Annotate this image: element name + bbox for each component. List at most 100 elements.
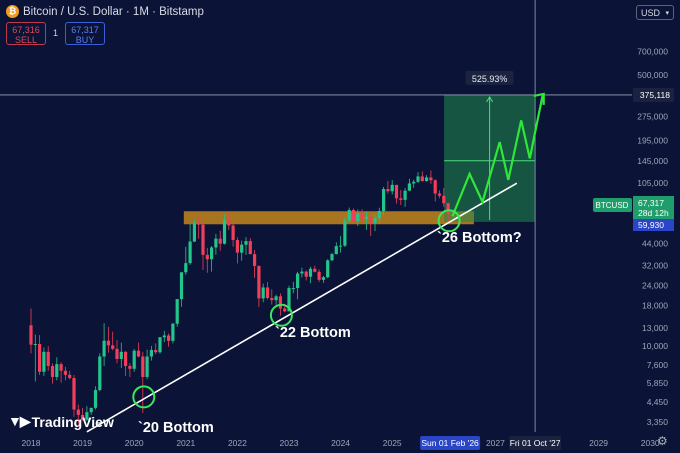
projection-box-arrowhead [486,95,494,103]
x-tick-label: 2029 [589,438,608,448]
candle-body [317,271,321,280]
candle-body [119,351,123,359]
projection-path [451,94,544,217]
candle-body [218,238,222,244]
currency-select[interactable]: USD ▾ [636,5,674,20]
crosshair-date2: Fri 01 Oct '27 [510,438,561,448]
y-tick-label: 32,000 [642,260,668,270]
projection-label-bg [465,70,514,85]
candle-body [351,209,356,222]
candle-body [403,190,407,200]
candle-body [399,198,403,200]
tradingview-logo-icon: ▼▶ [8,413,31,429]
candle-body [179,272,184,300]
symbol-title[interactable]: Bitcoin / U.S. Dollar · 1M · Bitstamp [23,5,204,18]
gear-icon[interactable]: ⚙ [657,434,668,448]
candle-body [231,225,235,241]
candle-body [136,350,141,357]
sell-label: SELL [14,35,38,45]
x-tick-label: 2020 [125,438,144,448]
bottom-marker-circle [269,303,293,327]
y-tick-label: 13,000 [642,323,668,333]
symbol-tag: BTCUSD [596,201,629,210]
bitcoin-icon: ₿ [6,5,19,18]
candle-body [210,247,214,260]
crosshair-date2-bg [509,436,562,450]
candle-body [339,245,343,247]
candle-body [300,271,304,274]
candle-body [330,254,334,261]
candle-body [296,273,300,289]
candle-body [390,184,394,192]
buy-button[interactable]: 67,317 BUY [65,22,105,45]
candle-body [420,176,424,182]
y-tick-label: 145,000 [637,156,668,166]
candle-body [81,414,85,420]
y-tick-label: 195,000 [637,135,668,145]
y-tick-label: 5,850 [647,378,669,388]
candle-body [360,213,364,219]
order-quantity[interactable]: 1 [53,28,59,38]
candle-body [63,370,67,375]
low-price: 59,930 [638,220,664,230]
candle-body [175,299,179,324]
candle-body [429,177,433,181]
candle-body [343,220,347,246]
buy-price: 67,317 [71,25,99,35]
candle-body [188,241,192,264]
candle-body [115,348,119,359]
candle-body [347,209,351,221]
sell-price: 67,316 [12,25,40,35]
candle-body [42,351,46,372]
y-tick-label: 3,350 [647,417,669,427]
chevron-down-icon: ▾ [665,10,669,17]
candle-body [235,240,239,253]
support-zone [183,211,474,225]
low-price-bg [633,219,674,231]
candle-body [50,365,55,377]
candle-body [38,344,42,372]
candle-body [184,263,188,273]
candle-body [227,220,231,226]
buy-label: BUY [75,35,95,45]
projection-label: 525.93% [472,74,508,84]
candle-body [29,325,33,345]
candle-body [154,349,158,353]
candle-body [283,308,287,312]
bottom-marker-circle [437,209,461,233]
candle-body [377,211,381,219]
y-tick-label: 44,000 [642,238,668,248]
candle-body [33,344,37,346]
y-tick-label: 700,000 [637,47,668,57]
candle-body [128,365,132,369]
x-tick-label: 2027 [486,438,505,448]
tradingview-logo[interactable]: ▼▶ TradingView [8,413,114,430]
candle-body [287,288,291,312]
candle-body [167,335,171,341]
bottom-marker-circle [132,385,156,409]
candle-body [141,356,145,377]
candle-body [158,337,162,353]
candle-body [106,340,110,346]
candle-body [68,374,72,379]
candle-body [214,238,218,248]
candle-body [171,323,175,341]
candle-body [59,364,63,371]
sell-button[interactable]: 67,316 SELL [6,22,46,45]
candle-body [442,195,446,204]
candle-body [46,351,50,366]
candle-body [356,213,360,222]
x-tick-label: 2025 [383,438,402,448]
candle-body [248,241,252,255]
candle-body [373,218,377,224]
level-label: 375,118 [640,90,670,100]
y-tick-label: 7,600 [647,360,669,370]
candle-body [321,277,325,280]
candle-body [93,390,98,408]
candle-body [98,356,102,391]
candle-body [304,271,308,277]
x-tick-label: 2023 [280,438,299,448]
candle-body [261,287,265,299]
candle-body [102,340,106,357]
